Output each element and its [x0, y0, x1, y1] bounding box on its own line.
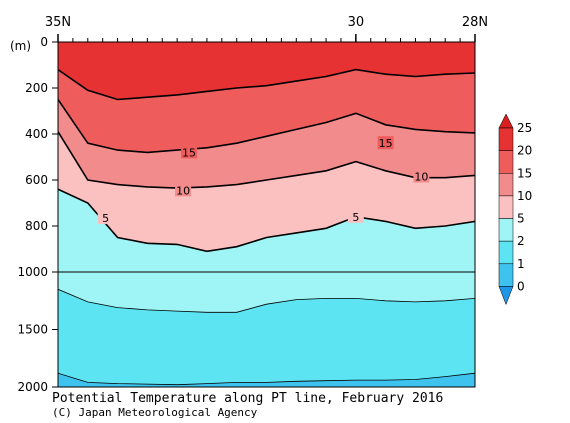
colorbar-level-label: 25: [517, 121, 532, 135]
colorbar-level-label: 2: [517, 234, 525, 248]
contour-label-bg: [413, 169, 430, 183]
colorbar-level-label: 20: [517, 144, 532, 158]
contour-label: 5: [352, 211, 359, 224]
contour-label: 15: [182, 146, 196, 159]
contour-label-bg: [175, 183, 192, 197]
latitude-tick-label: 35N: [45, 15, 71, 30]
depth-tick-label: 1000: [17, 265, 48, 279]
contour-labels: 15 15 10 10 5 5: [97, 136, 430, 225]
contour-label: 5: [102, 212, 109, 225]
depth-tick-label: 0: [40, 35, 48, 49]
colorbar-bin: [498, 218, 514, 242]
isotherm-t5: [58, 188, 475, 253]
latitude-tick-label: 30: [348, 15, 365, 30]
contour-label-bg: [377, 136, 394, 150]
isotherm-lines: [58, 68, 475, 386]
temperature-fill-bands: [58, 42, 475, 387]
credit-text: (C) Japan Meteorological Agency: [52, 406, 258, 419]
colorbar-bin: [498, 173, 514, 197]
chart-title: Potential Temperature along PT line, Feb…: [52, 391, 443, 406]
station-ticks: [57, 38, 476, 42]
contour-label: 10: [176, 184, 190, 197]
depth-tick-label: 800: [25, 219, 48, 233]
depth-tick-label: 600: [25, 173, 48, 187]
band-20-25: [58, 42, 475, 100]
colorbar-bin: [498, 127, 514, 151]
depth-tick-label: 400: [25, 127, 48, 141]
depth-tick-label: 200: [25, 81, 48, 95]
contour-label-bg: [347, 209, 364, 223]
contour-label: 10: [414, 171, 428, 184]
depth-unit-label: (m): [10, 39, 31, 53]
colorbar-level-label: 10: [517, 189, 532, 203]
colorbar-level-label: 5: [517, 212, 525, 226]
colorbar-bin: [498, 150, 514, 174]
latitude-axis: 35N 30 28N: [45, 15, 488, 42]
depth-axis: 0 200 400 600 800 1000 1500 2000: [17, 35, 58, 394]
band-0-1: [58, 373, 475, 387]
isotherm-t10: [58, 131, 475, 189]
latitude-tick-label: 28N: [462, 15, 488, 30]
isotherm-t20: [58, 68, 475, 101]
colorbar-level-label: 0: [517, 279, 525, 293]
colorbar-bin: [498, 195, 514, 219]
contour-label: 15: [379, 137, 393, 150]
colorbar-bottom-arrow: [498, 286, 514, 306]
isotherm-t1: [58, 372, 475, 386]
contour-label-bg: [97, 210, 114, 224]
colorbar-bin: [498, 240, 514, 265]
isotherm-t2: [58, 288, 475, 313]
depth-tick-label: 2000: [17, 380, 48, 394]
contour-label-bg: [181, 145, 198, 159]
depth-tick-label: 1500: [17, 323, 48, 337]
isotherm-t15: [58, 99, 475, 154]
colorbar-bin: [498, 263, 514, 287]
colorbar-level-label: 15: [517, 166, 532, 180]
colorbar-top-arrow: [498, 113, 514, 129]
colorbar-level-label: 1: [517, 257, 525, 271]
